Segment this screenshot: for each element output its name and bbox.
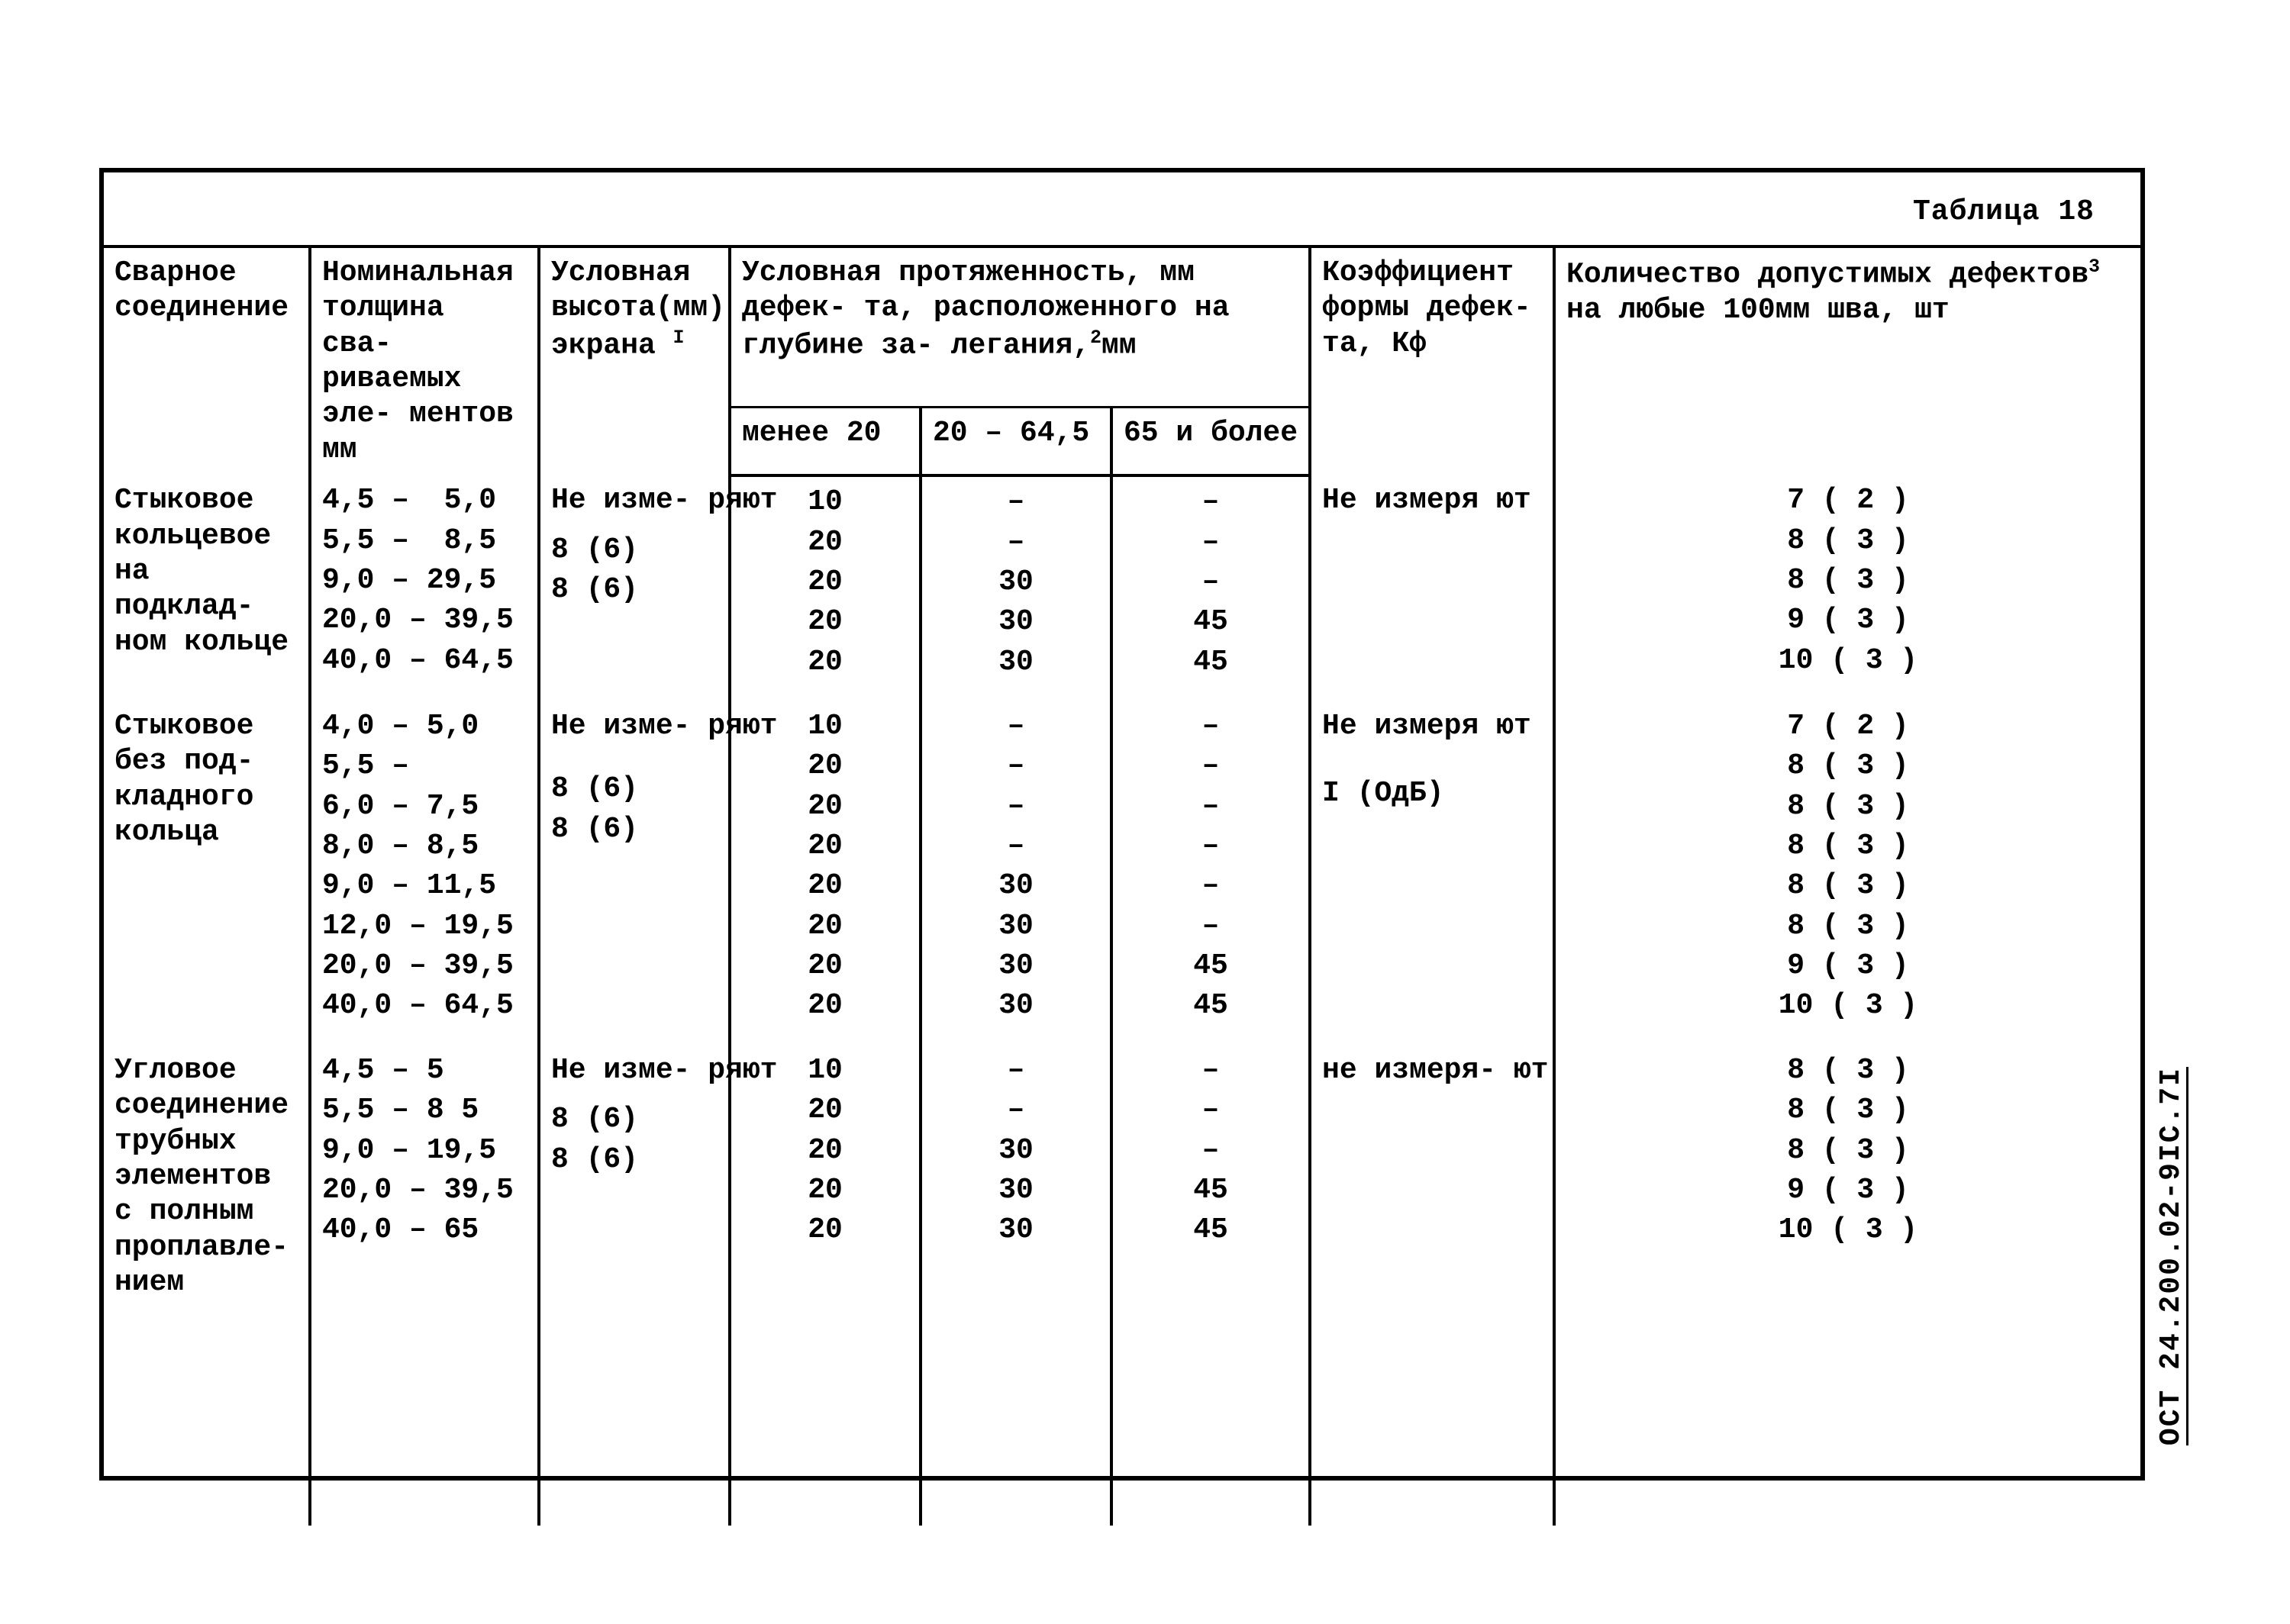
table-row: Стыковое без под- кладного кольца4,0 – 5… (104, 688, 2140, 1032)
table-row: Угловое соединение трубных элементов с п… (104, 1032, 2140, 1309)
th-form-coeff: Коэффициент формы дефек- та, Кф (1310, 246, 1554, 475)
th-depth-lt20: менее 20 (730, 408, 921, 475)
th-weld-joint: Сварное соединение (104, 246, 310, 475)
table-row: Стыковое кольцевое на подклад- ном кольц… (104, 475, 2140, 688)
group-label: Стыковое без под- кладного кольца (104, 688, 310, 1032)
th-depth-20-64: 20 – 64,5 (921, 408, 1111, 475)
th-screen-height: Условная высота(мм) экрана I (539, 246, 730, 475)
th-thickness: Номинальная толщина сва- риваемых эле- м… (310, 246, 539, 475)
defects-table: Сварное соединение Номинальная толщина с… (104, 245, 2140, 1526)
table-header: Сварное соединение Номинальная толщина с… (104, 246, 2140, 475)
th-depth-ge65: 65 и более (1111, 408, 1310, 475)
th-defect-length: Условная протяженность, мм дефек- та, ра… (730, 246, 1310, 408)
table-caption: Таблица 18 (1913, 195, 2095, 228)
document-code: ОСТ 24.200.02-9IС.7I (2155, 1067, 2188, 1445)
group-label: Стыковое кольцевое на подклад- ном кольц… (104, 475, 310, 688)
th-defect-count: Количество допустимых дефектов3 на любые… (1554, 246, 2140, 475)
table-frame: Таблица 18 ОСТ 24.200.02-9IС.7I Сварное … (99, 168, 2145, 1481)
group-label: Угловое соединение трубных элементов с п… (104, 1032, 310, 1309)
table-body: Стыковое кольцевое на подклад- ном кольц… (104, 475, 2140, 1526)
